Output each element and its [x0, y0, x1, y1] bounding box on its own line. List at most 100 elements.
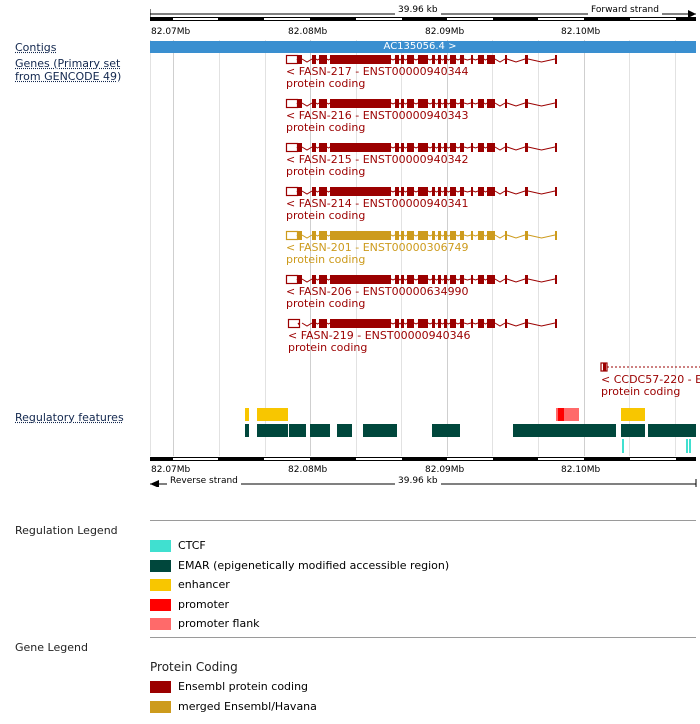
- exon: [555, 319, 557, 328]
- transcript-biotype: protein coding: [286, 210, 365, 222]
- exon: [418, 99, 428, 108]
- legend-label: CTCF: [178, 539, 206, 552]
- transcript-fasn-217[interactable]: < FASN-217 - ENST00000940344 protein codi…: [0, 54, 700, 98]
- exon: [438, 99, 441, 108]
- exon: [438, 55, 441, 64]
- tick-label: 82.07Mb: [151, 27, 190, 37]
- exon: [460, 99, 464, 108]
- exon: [555, 99, 557, 108]
- exon: [478, 143, 484, 152]
- legend-swatch: [150, 599, 171, 611]
- regulatory-feature-emar[interactable]: [432, 424, 460, 437]
- exon: [460, 143, 464, 152]
- transcript-fasn-216[interactable]: < FASN-216 - ENST00000940343 protein codi…: [0, 98, 700, 142]
- exon: [471, 231, 473, 240]
- exon: [478, 319, 484, 328]
- regulatory-feature-emar[interactable]: [513, 424, 616, 437]
- exon: [312, 55, 316, 64]
- gene-legend-title: Gene Legend: [15, 641, 88, 654]
- exon: [487, 319, 495, 328]
- regulatory-feature-enhancer[interactable]: [245, 408, 249, 421]
- regulatory-features-track[interactable]: [150, 406, 698, 456]
- regulatory-feature-emar[interactable]: [257, 424, 288, 437]
- legend-label: EMAR (epigenetically modified accessible…: [178, 559, 449, 572]
- exon: [418, 275, 428, 284]
- regulatory-track-label[interactable]: Regulatory features: [15, 411, 124, 424]
- exon: [525, 99, 528, 108]
- exon: [432, 187, 435, 196]
- exon: [418, 55, 428, 64]
- exon: [432, 99, 435, 108]
- regulatory-feature-enhancer[interactable]: [621, 408, 645, 421]
- tick-label: 82.10Mb: [561, 465, 600, 475]
- exon: [330, 55, 391, 64]
- exon: [312, 275, 316, 284]
- exon: [505, 99, 507, 108]
- transcript-fasn-214[interactable]: < FASN-214 - ENST00000940341 protein codi…: [0, 186, 700, 230]
- regulatory-feature-ctcf[interactable]: [686, 439, 688, 453]
- exon: [471, 187, 473, 196]
- regulation-legend: CTCF EMAR (epigenetically modified access…: [150, 538, 696, 638]
- transcript-fasn-201[interactable]: < FASN-201 - ENST00000306749 protein codi…: [0, 230, 700, 274]
- exon: [298, 143, 302, 152]
- regulatory-feature-emar[interactable]: [363, 424, 397, 437]
- legend-swatch: [150, 681, 171, 693]
- exon: [395, 143, 399, 152]
- exon: [407, 55, 414, 64]
- exon: [319, 319, 327, 328]
- exon: [298, 231, 302, 240]
- transcript-ccdc57-220[interactable]: < CCDC57-220 - EN protein coding: [600, 362, 700, 398]
- transcript-fasn-215[interactable]: < FASN-215 - ENST00000940342 protein codi…: [0, 142, 700, 186]
- exon: [312, 231, 316, 240]
- regulatory-feature-emar[interactable]: [289, 424, 306, 437]
- regulatory-feature-emar[interactable]: [621, 424, 645, 437]
- exon: [444, 143, 447, 152]
- exon: [525, 143, 528, 152]
- exon: [319, 99, 327, 108]
- regulatory-feature-emar[interactable]: [245, 424, 249, 437]
- exon: [298, 55, 302, 64]
- exon: [312, 143, 316, 152]
- exon: [444, 231, 447, 240]
- exon: [432, 231, 435, 240]
- regulatory-feature-emar[interactable]: [648, 424, 696, 437]
- regulatory-feature-ctcf[interactable]: [622, 439, 624, 453]
- exon: [487, 143, 495, 152]
- exon: [330, 187, 391, 196]
- transcript-fasn-219[interactable]: < FASN-219 - ENST00000940346 protein codi…: [0, 318, 700, 362]
- legend-label: merged Ensembl/Havana: [178, 700, 317, 713]
- exon: [555, 275, 557, 284]
- exon: [319, 143, 327, 152]
- exon: [407, 187, 414, 196]
- exon: [444, 319, 447, 328]
- exon: [432, 275, 435, 284]
- regulatory-feature-enhancer[interactable]: [257, 408, 288, 421]
- regulatory-feature-emar[interactable]: [348, 424, 352, 437]
- exon: [450, 231, 456, 240]
- exon: [471, 99, 473, 108]
- exon: [395, 99, 399, 108]
- exon: [418, 143, 428, 152]
- exon: [319, 55, 327, 64]
- regulatory-feature-emar[interactable]: [310, 424, 330, 437]
- exon: [555, 143, 557, 152]
- exon: [450, 319, 456, 328]
- contig-bar[interactable]: AC135056.4 >: [150, 41, 696, 53]
- legend-swatch: [150, 618, 171, 630]
- legend-swatch: [150, 579, 171, 591]
- exon: [395, 231, 399, 240]
- exon: [319, 275, 327, 284]
- contigs-track-label[interactable]: Contigs: [15, 41, 56, 54]
- exon: [438, 275, 441, 284]
- transcript-fasn-206[interactable]: < FASN-206 - ENST00000634990 protein codi…: [0, 274, 700, 318]
- regulatory-feature-ctcf[interactable]: [689, 439, 691, 453]
- exon: [478, 187, 484, 196]
- exon: [460, 55, 464, 64]
- regulatory-feature-emar[interactable]: [337, 424, 348, 437]
- exon: [478, 275, 484, 284]
- exon: [401, 275, 404, 284]
- exon: [418, 187, 428, 196]
- transcript-biotype: protein coding: [601, 386, 680, 398]
- regulatory-feature-promoter[interactable]: [558, 408, 564, 421]
- legend-swatch: [150, 540, 171, 552]
